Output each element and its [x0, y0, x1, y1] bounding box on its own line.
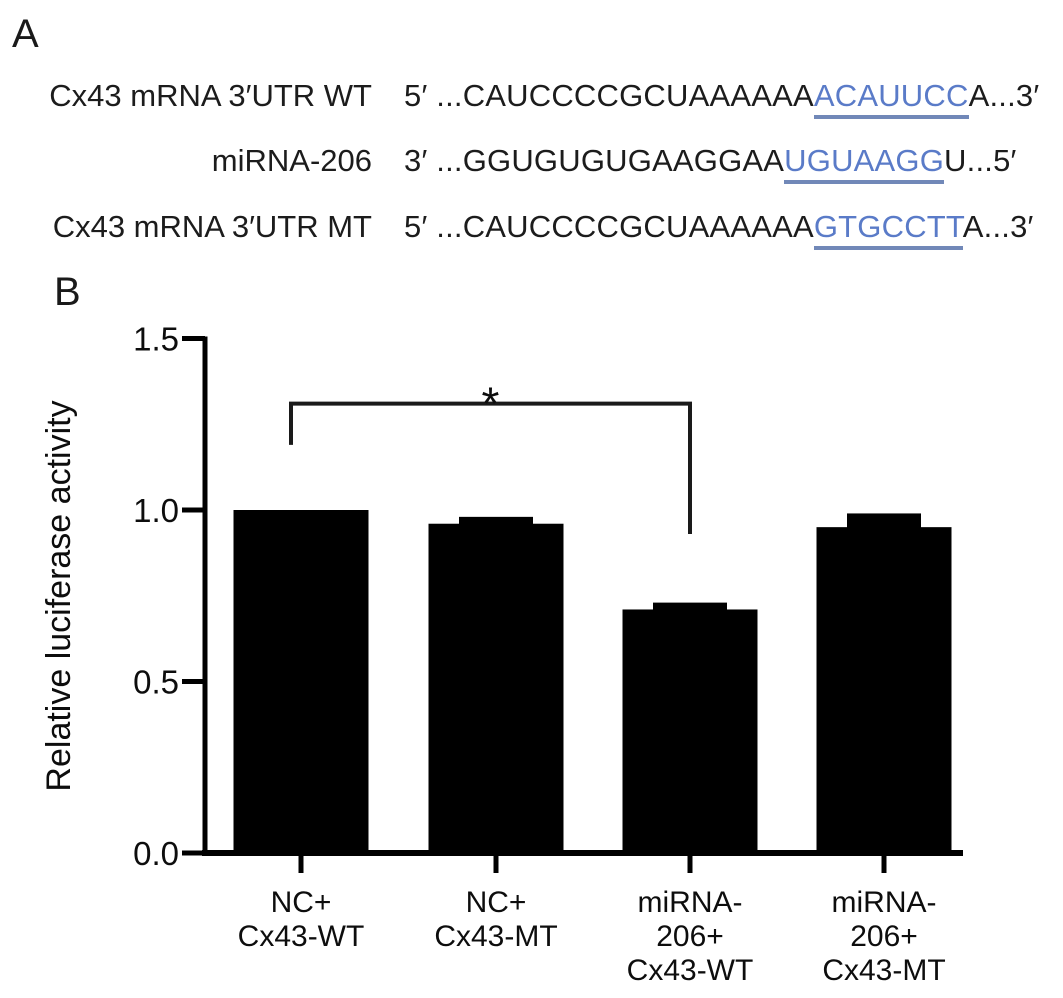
sequence-name-wt: Cx43 mRNA 3′UTR WT [49, 78, 372, 113]
panel-a-label: A [12, 12, 39, 56]
bar-1 [428, 523, 564, 853]
bar-3 [816, 527, 952, 853]
error-bar-1 [459, 516, 533, 528]
sequence-suffix: U...5′ [944, 143, 1017, 178]
sequence-name-mirna: miRNA-206 [211, 143, 372, 178]
x-category-label-2: miRNA-206+ Cx43-WT [627, 886, 754, 987]
x-category-label-0: NC+ Cx43-WT [238, 886, 365, 953]
y-tick-label: 0.0 [133, 835, 179, 872]
bar-0 [233, 510, 369, 853]
sequence-suffix: A...3′ [968, 78, 1040, 113]
seed-sequence-mirna: UGUAAGG [784, 143, 945, 184]
panel-b-label: B [54, 270, 81, 314]
significance-asterisk: * [482, 378, 500, 430]
x-category-label-1: NC+ Cx43-MT [434, 886, 557, 953]
sequence-text-mirna: 3′ ...GGUGUGUGAAGGAAUGUAAGGU...5′ [404, 143, 1017, 184]
sequence-prefix: 3′ ...GGUGUGUGAAGGAA [404, 143, 785, 178]
alignment-row-mirna: miRNA-206 3′ ...GGUGUGUGAAGGAAUGUAAGGU..… [0, 143, 1063, 184]
seed-sequence-mt: GTGCCTT [813, 209, 963, 250]
sequence-prefix: 5′ ...CAUCCCCGCUAAAAAA [404, 209, 814, 244]
y-tick-label: 1.0 [133, 492, 179, 529]
sequence-suffix: A...3′ [962, 209, 1034, 244]
y-tick-label: 1.5 [133, 321, 179, 358]
sequence-text-mt: 5′ ...CAUCCCCGCUAAAAAAGTGCCTTA...3′ [404, 209, 1034, 250]
significance-bracket [289, 401, 692, 535]
sequence-name-mt: Cx43 mRNA 3′UTR MT [52, 209, 372, 244]
alignment-row-mt: Cx43 mRNA 3′UTR MT 5′ ...CAUCCCCGCUAAAAA… [0, 209, 1063, 250]
y-axis-title: Relative luciferase activity [40, 400, 78, 791]
y-tick-label: 0.5 [133, 664, 179, 701]
sequence-prefix: 5′ ...CAUCCCCGCUAAAAAA [404, 78, 814, 113]
alignment-row-wt: Cx43 mRNA 3′UTR WT 5′ ...CAUCCCCGCUAAAAA… [0, 78, 1063, 119]
error-bar-2 [653, 602, 727, 614]
x-category-label-3: miRNA-206+ Cx43-MT [822, 886, 945, 987]
error-bar-3 [847, 513, 921, 532]
seed-sequence-wt: ACAUUCC [813, 78, 969, 119]
bar-2 [622, 609, 758, 853]
sequence-text-wt: 5′ ...CAUCCCCGCUAAAAAAACAUUCCA...3′ [404, 78, 1040, 119]
